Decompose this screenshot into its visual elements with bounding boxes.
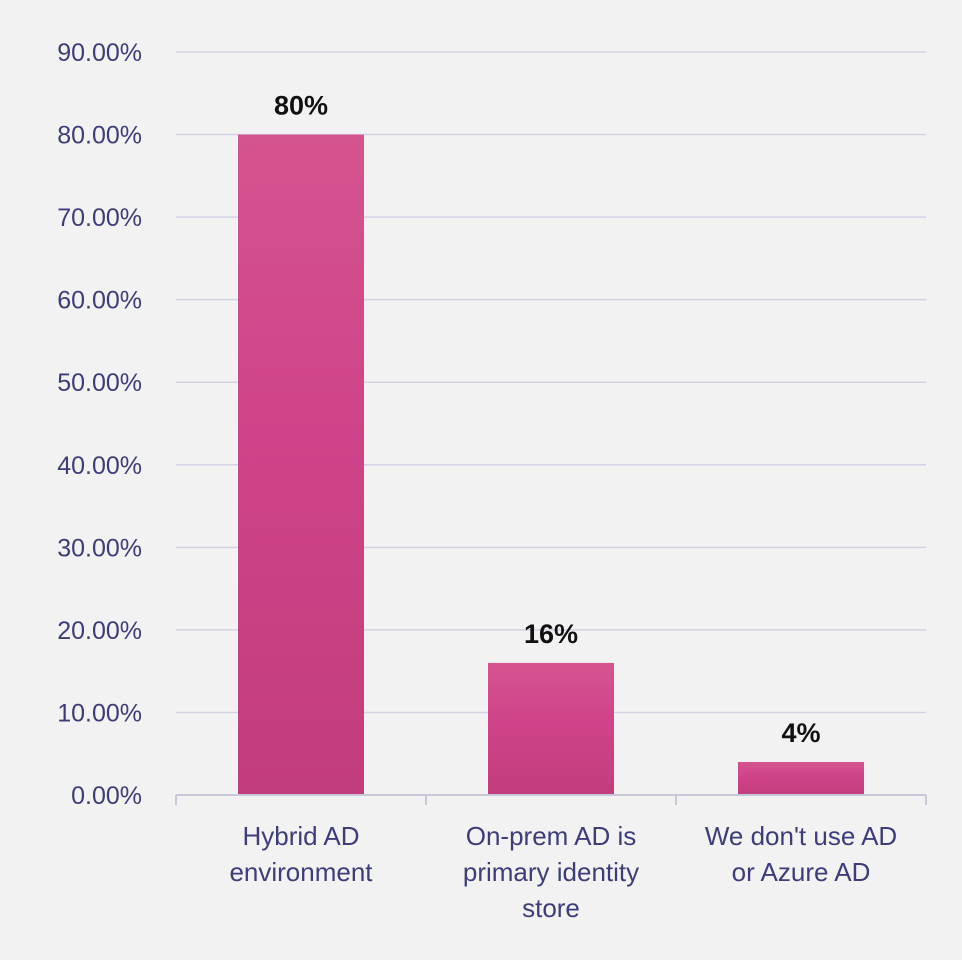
category-label-line: Hybrid AD xyxy=(242,821,359,851)
y-axis-tick-labels: 0.00% 10.00% 20.00% 30.00% 40.00% 50.00% 60.00… xyxy=(57,39,142,810)
category-label-line: store xyxy=(522,893,580,923)
bar xyxy=(488,662,614,795)
y-tick-label: 80.00% xyxy=(57,122,142,150)
y-tick-label: 10.00% xyxy=(57,699,142,727)
category-label-line: On-prem AD is xyxy=(466,821,637,851)
y-tick-label: 40.00% xyxy=(57,452,142,480)
y-tick-label: 70.00% xyxy=(57,204,142,232)
y-tick-label: 30.00% xyxy=(57,534,142,562)
bar xyxy=(238,134,364,796)
category-label: We don't use AD or Azure AD xyxy=(705,821,897,887)
data-label: 16% xyxy=(524,619,578,649)
data-labels: 80% 16% 4% xyxy=(274,91,821,748)
category-label: Hybrid AD environment xyxy=(229,821,373,887)
bar xyxy=(738,761,864,795)
y-tick-label: 60.00% xyxy=(57,287,142,315)
y-tick-label: 50.00% xyxy=(57,369,142,397)
y-tick-label: 0.00% xyxy=(71,782,142,810)
category-label-line: We don't use AD xyxy=(705,821,897,851)
x-axis xyxy=(175,794,927,805)
data-label: 4% xyxy=(781,718,820,748)
category-label: On-prem AD is primary identity store xyxy=(463,821,639,923)
category-label-line: primary identity xyxy=(463,857,639,887)
category-label-line: environment xyxy=(229,857,373,887)
category-label-line: or Azure AD xyxy=(732,857,871,887)
bars xyxy=(238,134,864,796)
x-axis-category-labels: Hybrid AD environment On-prem AD is primary… xyxy=(229,821,897,923)
y-tick-label: 20.00% xyxy=(57,617,142,645)
data-label: 80% xyxy=(274,91,328,121)
y-tick-label: 90.00% xyxy=(57,39,142,67)
